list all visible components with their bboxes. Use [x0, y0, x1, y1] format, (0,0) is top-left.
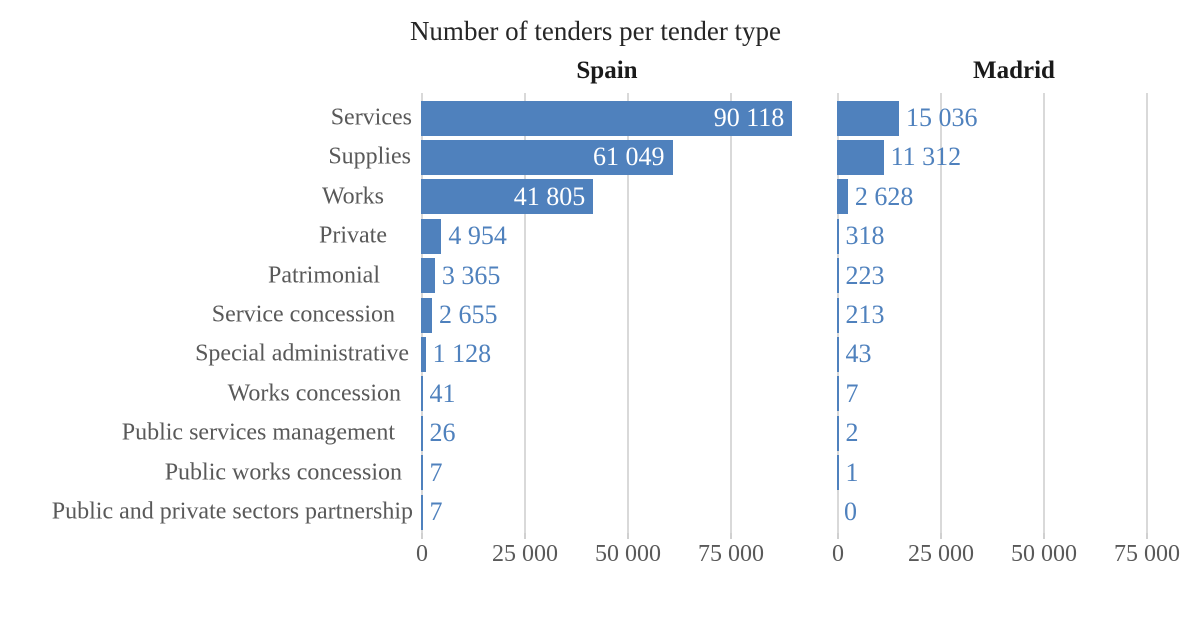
bar-value-label: 41: [429, 378, 456, 408]
bar-value-label: 213: [845, 300, 885, 329]
category-label: Works concession: [227, 380, 401, 407]
bar-value-label: 318: [845, 221, 885, 251]
bar: [421, 218, 442, 254]
bar-value-label: 3 365: [441, 260, 501, 290]
bar: [421, 100, 793, 136]
bar: [421, 179, 594, 215]
axis-tick-label: 50 000: [595, 541, 661, 567]
category-label: Works: [321, 183, 384, 210]
bar: [421, 415, 423, 451]
bar-value-label: 7: [429, 457, 443, 487]
gridline: [524, 93, 526, 533]
category-label: Public works concession: [164, 459, 402, 486]
bar-value-label: 7: [845, 378, 859, 408]
axis-tick: [730, 533, 732, 539]
bar: [421, 139, 673, 175]
bar-value-label: 7: [429, 497, 443, 526]
bar-value-label: 26: [429, 418, 456, 448]
bar: [837, 455, 839, 491]
bar-value-label: 2: [845, 418, 859, 448]
category-label: Public and private sectors partnership: [51, 498, 413, 525]
axis-tick-label: 50 000: [1011, 541, 1077, 567]
bar: [837, 218, 839, 254]
category-label: Public services management: [121, 419, 395, 446]
gridline: [1146, 93, 1148, 533]
axis-tick-label: 75 000: [698, 541, 764, 567]
category-label: Patrimonial: [268, 262, 380, 289]
category-label: Private: [319, 222, 387, 249]
gridline: [730, 93, 732, 533]
bar: [837, 258, 839, 294]
bar: [837, 376, 839, 412]
axis-tick: [524, 533, 526, 539]
bar: [837, 179, 848, 215]
chart-title: Number of tenders per tender type: [409, 16, 782, 46]
axis-tick: [627, 533, 629, 539]
bar-value-label: 11 312: [890, 142, 962, 172]
axis-tick-label: 75 000: [1114, 541, 1180, 567]
bar: [421, 297, 432, 333]
category-label: Service concession: [211, 301, 395, 328]
bar-value-label: 1 128: [432, 339, 492, 369]
bar-value-label: 4 954: [448, 221, 507, 251]
bar-value-label: 43: [845, 339, 872, 369]
bar: [421, 336, 426, 372]
panel-spain: 90 118 61 049 41 805 4 954 3 365 2 655 1 128 41…: [421, 93, 793, 533]
category-label: Special administrative: [195, 340, 409, 367]
bar: [837, 139, 884, 175]
bar-value-label: 15 036: [905, 103, 978, 132]
bar: [421, 494, 423, 530]
category-label: Supplies: [328, 143, 411, 170]
bar-value-label: 0: [844, 497, 857, 526]
bar: [837, 415, 839, 451]
gridline: [940, 93, 942, 533]
axis-tick-label: 0: [832, 541, 844, 567]
bar-value-label: 61 049: [593, 142, 665, 172]
gridline: [627, 93, 629, 533]
bar-value-label: 2 628: [854, 181, 914, 211]
bar: [837, 297, 839, 333]
gridline: [1043, 93, 1045, 533]
bar: [421, 455, 423, 491]
facet-title-spain: Spain: [576, 57, 638, 84]
bar: [421, 258, 435, 294]
panel-madrid: 15 036 11 312 2 628 318 223 213 43 7 2 1 0: [837, 93, 1191, 533]
bar-value-label: 90 118: [713, 103, 785, 132]
bar-value-label: 223: [845, 260, 885, 290]
axis-tick-label: 0: [416, 541, 428, 567]
axis-tick: [940, 533, 942, 539]
category-label: Services: [330, 104, 412, 131]
axis-tick-label: 25 000: [492, 541, 558, 567]
bar-value-label: 1: [845, 457, 859, 487]
axis-tick: [1146, 533, 1148, 539]
bar-value-label: 2 655: [438, 300, 498, 329]
bar: [837, 336, 839, 372]
bar-value-label: 41 805: [513, 181, 586, 211]
axis-tick: [837, 533, 839, 539]
facet-title-madrid: Madrid: [973, 57, 1055, 84]
axis-tick-label: 25 000: [908, 541, 974, 567]
axis-tick: [1043, 533, 1045, 539]
bar: [421, 376, 423, 412]
axis-tick: [421, 533, 423, 539]
bar: [837, 100, 899, 136]
